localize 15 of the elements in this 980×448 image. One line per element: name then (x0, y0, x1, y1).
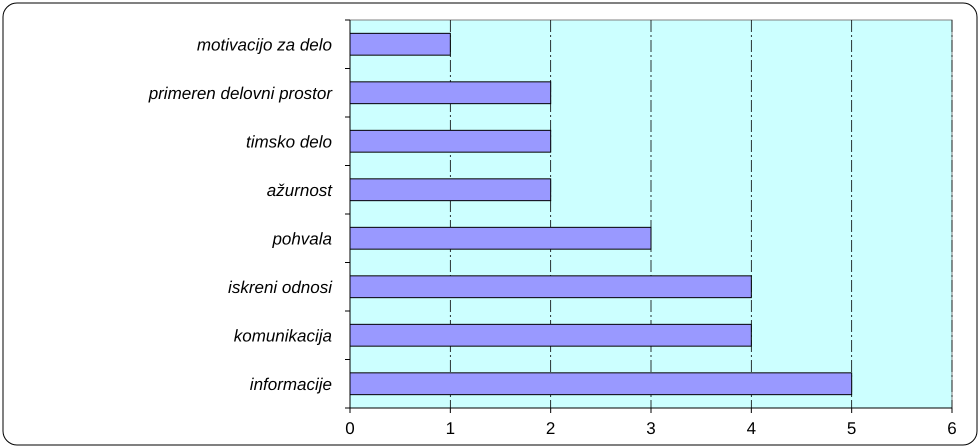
x-tick-label: 2 (546, 419, 556, 438)
y-tick-label: pohvala (271, 229, 332, 248)
y-tick-label: iskreni odnosi (228, 278, 334, 297)
y-tick-label: informacije (250, 374, 332, 394)
x-tick-label: 5 (846, 419, 856, 438)
y-tick-label: primeren delovni prostor (148, 84, 334, 103)
x-tick-label: 4 (746, 419, 756, 438)
x-tick-label: 1 (446, 419, 456, 438)
x-tick-label: 6 (947, 419, 957, 438)
y-tick-label: ažurnost (266, 180, 334, 200)
y-tick-label: motivacijo za delo (196, 35, 332, 54)
x-tick-label: 3 (646, 419, 656, 438)
y-tick-label: timsko delo (246, 132, 332, 152)
y-tick-label: komunikacija (234, 326, 332, 346)
x-tick-label: 0 (345, 419, 355, 438)
